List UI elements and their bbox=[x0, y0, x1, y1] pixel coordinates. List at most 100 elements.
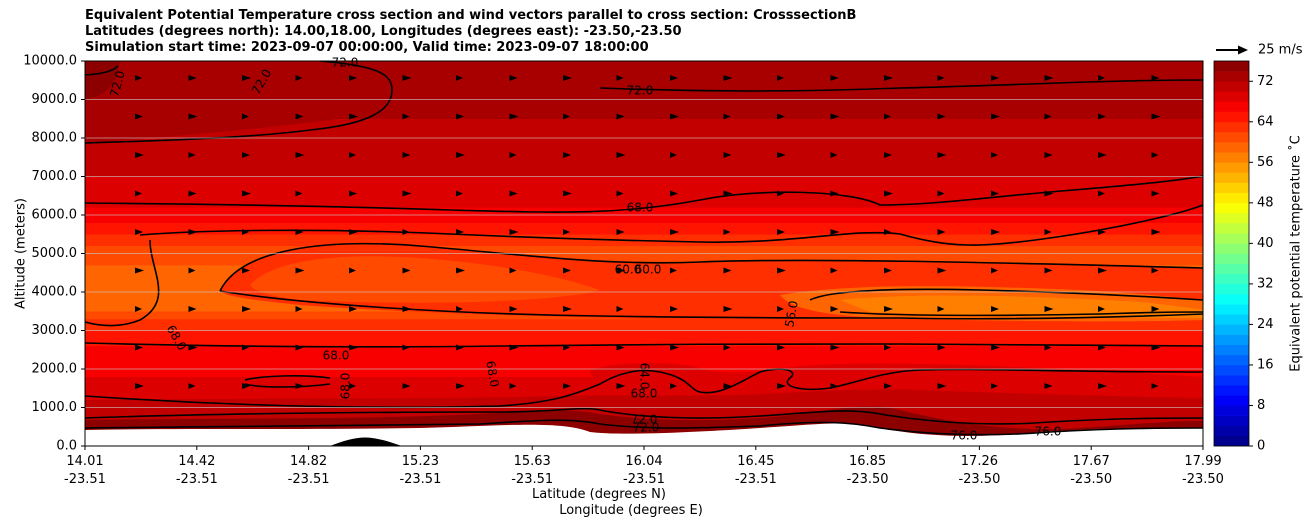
wind-vector bbox=[402, 152, 411, 158]
field-band bbox=[85, 318, 1203, 324]
wind-vector bbox=[242, 113, 249, 120]
colorbar-segment bbox=[1214, 131, 1249, 143]
wind-vector bbox=[991, 190, 999, 197]
wind-vector bbox=[349, 75, 357, 81]
wind-vector bbox=[349, 306, 357, 312]
colorbar-segment bbox=[1214, 233, 1249, 244]
colorbar-segment bbox=[1214, 212, 1249, 224]
chart-title-line-1: Equivalent Potential Temperature cross s… bbox=[85, 8, 857, 23]
field-band bbox=[85, 172, 1203, 177]
contour-label: 72.0 bbox=[107, 69, 127, 98]
contour-label: 68.0 bbox=[323, 349, 350, 363]
x-tick-label-lat: 15.63 bbox=[514, 454, 551, 469]
wind-vector bbox=[402, 75, 412, 81]
wind-vector bbox=[830, 267, 838, 274]
wind-vector bbox=[135, 152, 144, 158]
wind-vector bbox=[991, 383, 998, 389]
wind-vector bbox=[509, 306, 518, 312]
colorbar-segment bbox=[1214, 202, 1249, 214]
field-band bbox=[85, 337, 1203, 343]
wind-vector bbox=[1098, 152, 1107, 158]
wind-vector bbox=[616, 75, 624, 81]
wind-vector bbox=[188, 75, 197, 81]
colorbar-segment bbox=[1214, 91, 1249, 102]
contour-label: 64.0 bbox=[638, 363, 652, 390]
wind-vector bbox=[1151, 306, 1160, 312]
colorbar-segment bbox=[1214, 314, 1249, 325]
wind-vector bbox=[830, 75, 839, 81]
wind-vector bbox=[616, 113, 625, 120]
wind-vector bbox=[616, 267, 626, 274]
wind-vector bbox=[777, 229, 785, 235]
y-axis-label: Altitude (meters) bbox=[14, 198, 29, 309]
wind-vector bbox=[723, 152, 732, 158]
wind-vector bbox=[723, 229, 731, 235]
y-tick-label: 2000.0 bbox=[32, 362, 78, 377]
x-tick-label-lat: 14.01 bbox=[66, 454, 103, 469]
field-band bbox=[85, 95, 1203, 100]
wind-vector bbox=[884, 113, 891, 120]
field-band bbox=[85, 156, 1203, 162]
wind-vector bbox=[509, 344, 519, 351]
wind-vector bbox=[188, 152, 196, 158]
field-band bbox=[85, 99, 1203, 104]
field-band bbox=[85, 210, 1203, 216]
field-band bbox=[85, 203, 1203, 208]
wind-vector bbox=[188, 383, 196, 389]
wind-vector bbox=[135, 113, 143, 120]
field-band bbox=[85, 133, 1203, 139]
wind-vector bbox=[135, 306, 142, 312]
field-band bbox=[85, 164, 1203, 170]
field-band bbox=[85, 149, 1203, 154]
wind-vector bbox=[777, 344, 785, 351]
wind-vector bbox=[1098, 75, 1105, 81]
colorbar-segment bbox=[1214, 101, 1249, 112]
contour-56-top bbox=[809, 288, 1203, 301]
wind-vector bbox=[884, 383, 892, 389]
wind-vector bbox=[1044, 229, 1052, 235]
colorbar-segment bbox=[1214, 253, 1249, 264]
wind-vector bbox=[1044, 113, 1052, 120]
wind-vector bbox=[777, 306, 784, 312]
field-band bbox=[85, 249, 1203, 254]
contour-label: 72.0 bbox=[627, 84, 654, 98]
wind-vector bbox=[242, 75, 251, 81]
field-band bbox=[85, 145, 1203, 150]
wind-vector bbox=[991, 344, 1000, 351]
colorbar-segment bbox=[1214, 294, 1249, 305]
colorbar-segment bbox=[1214, 364, 1249, 376]
field-band bbox=[85, 195, 1203, 200]
contour-72-low bbox=[85, 407, 1203, 425]
wind-vector bbox=[1044, 190, 1054, 197]
wind-vector bbox=[1151, 267, 1159, 274]
wind-vector bbox=[1205, 152, 1213, 158]
wind-vector bbox=[991, 306, 999, 312]
contour-64-west bbox=[85, 239, 160, 327]
field-band bbox=[85, 91, 1203, 96]
wind-vector bbox=[1151, 229, 1161, 235]
colorbar-segment bbox=[1214, 182, 1249, 194]
wind-vector bbox=[1044, 75, 1054, 81]
wind-vector bbox=[830, 344, 840, 351]
x-tick-label-lat: 17.99 bbox=[1184, 454, 1221, 469]
quiver-key-label: 25 m/s bbox=[1258, 43, 1303, 58]
wind-vector bbox=[670, 113, 679, 120]
wind-vector bbox=[884, 344, 891, 351]
wind-vector bbox=[723, 344, 731, 351]
chart-title-line-2: Latitudes (degrees north): 14.00,18.00, … bbox=[85, 24, 682, 39]
field-band bbox=[85, 118, 1203, 123]
wind-vector bbox=[937, 190, 945, 197]
wind-vector bbox=[456, 383, 465, 389]
wind-vector bbox=[830, 190, 839, 197]
colorbar-frame bbox=[1213, 60, 1250, 447]
wind-vector bbox=[884, 75, 893, 81]
y-tick-label: 5000.0 bbox=[32, 246, 78, 261]
colorbar-segment bbox=[1214, 243, 1249, 254]
wind-vector bbox=[509, 152, 517, 158]
colorbar-segment bbox=[1214, 121, 1249, 133]
x-tick-label-lat: 17.26 bbox=[961, 454, 998, 469]
wind-vector bbox=[670, 344, 679, 351]
colorbar-tick-label: 24 bbox=[1257, 317, 1274, 332]
wind-vector bbox=[349, 152, 356, 158]
colorbar-segment bbox=[1214, 223, 1249, 234]
